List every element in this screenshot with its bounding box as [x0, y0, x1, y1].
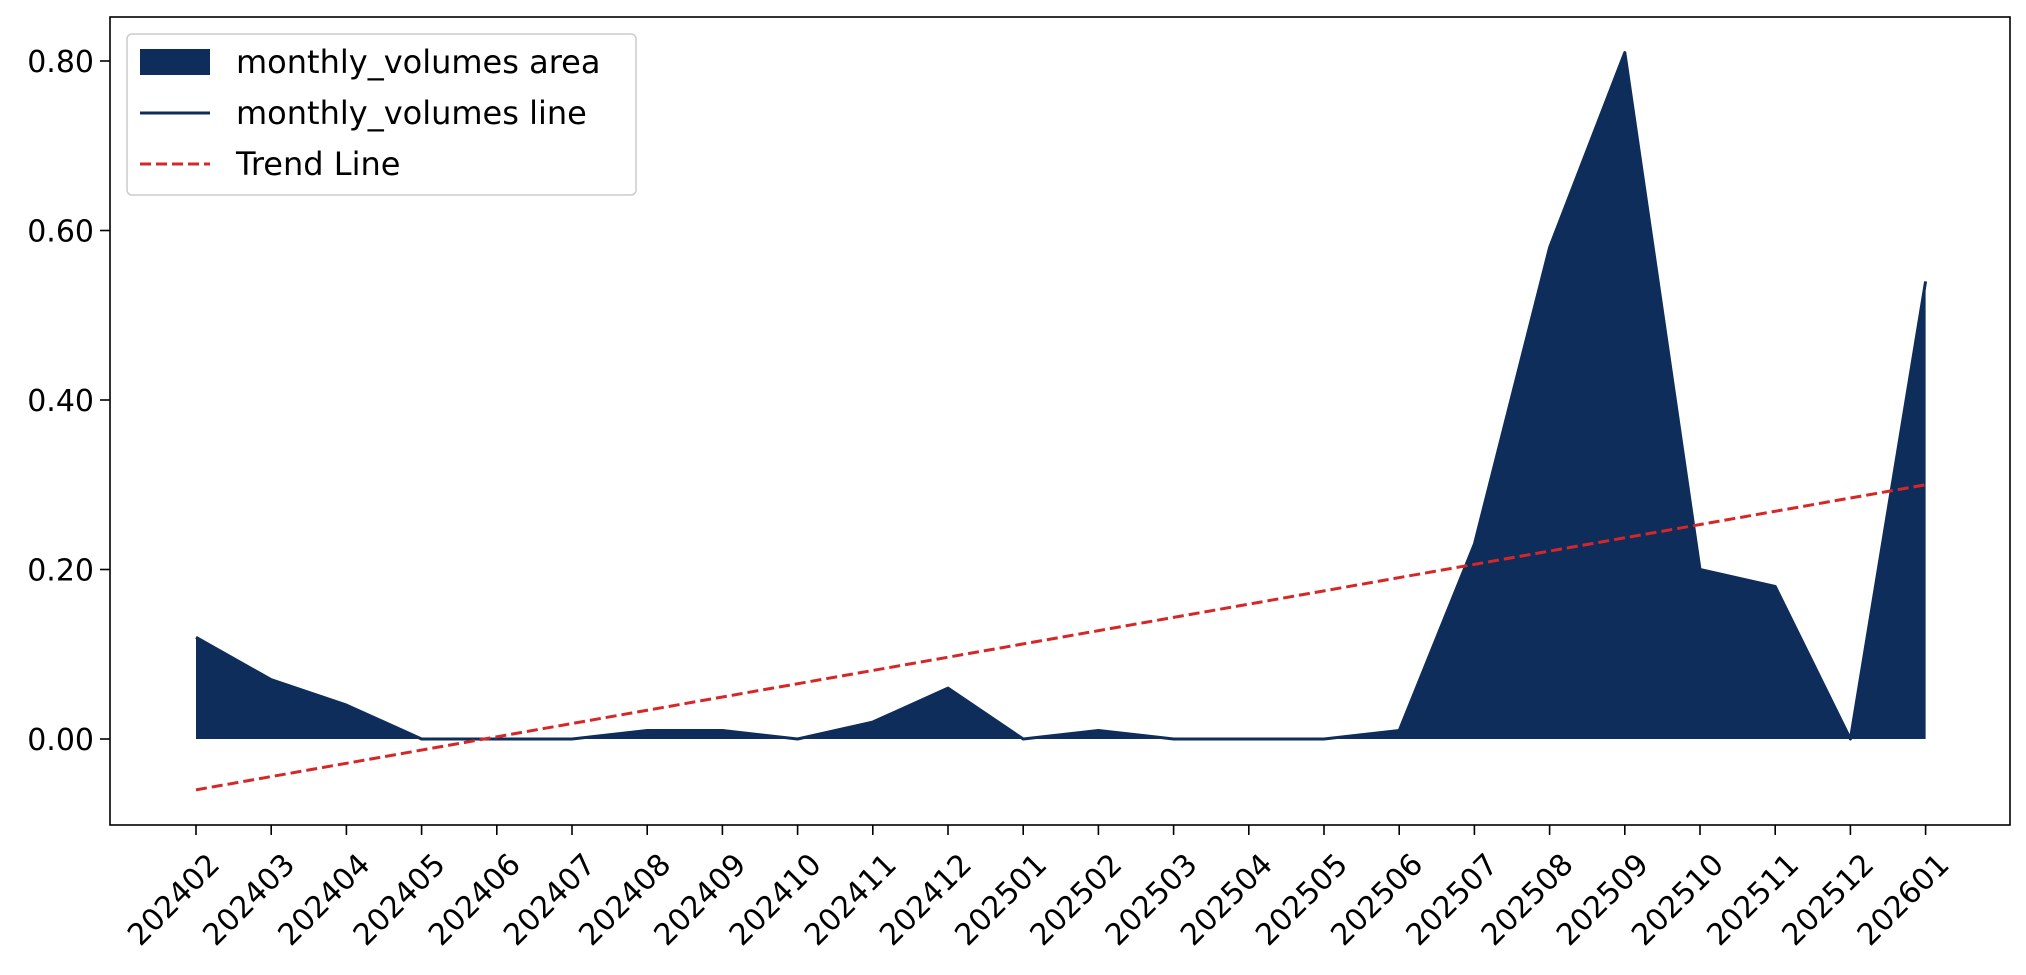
legend-label-line: monthly_volumes line — [236, 94, 587, 132]
y-tick-label: 0.00 — [27, 723, 94, 758]
trend-line — [195, 483, 1926, 792]
legend-label-trend: Trend Line — [235, 145, 400, 183]
plot-frame — [109, 16, 2011, 826]
y-tick-label: 0.20 — [27, 554, 94, 589]
y-tick-label: 0.60 — [27, 215, 94, 250]
x-axis: 2024022024032024042024052024062024072024… — [121, 825, 1957, 953]
area-layer — [196, 52, 1926, 739]
area-series-monthly-volumes — [196, 52, 1926, 739]
y-tick-label: 0.80 — [27, 45, 94, 80]
legend: monthly_volumes area monthly_volumes lin… — [126, 33, 637, 196]
legend-frame — [126, 33, 637, 196]
y-tick-label: 0.40 — [27, 384, 94, 419]
y-axis: 0.00 0.20 0.40 0.60 0.80 — [27, 45, 110, 758]
legend-label-area: monthly_volumes area — [236, 43, 600, 81]
trend-layer — [195, 483, 1926, 792]
legend-swatch-area — [140, 49, 210, 75]
